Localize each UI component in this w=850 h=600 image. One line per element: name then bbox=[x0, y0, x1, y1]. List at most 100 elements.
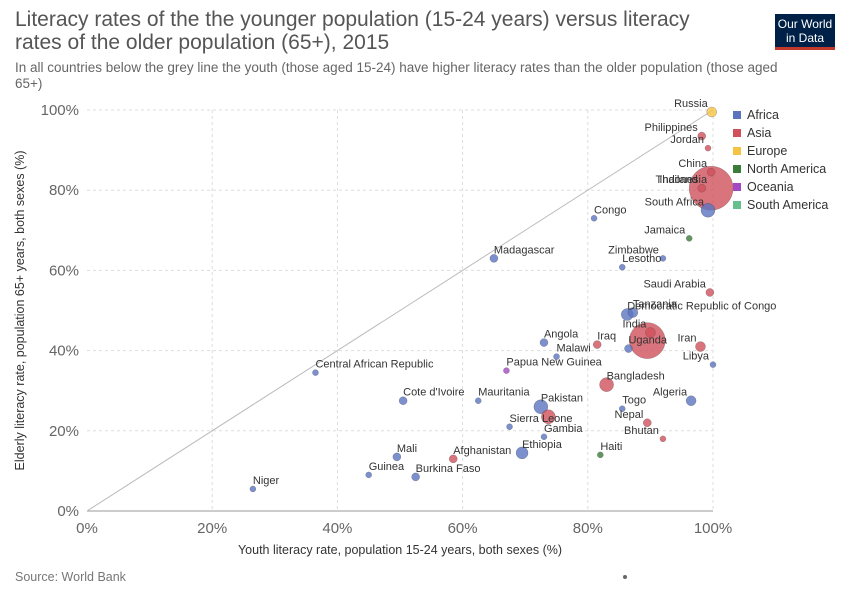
data-point bbox=[503, 367, 510, 374]
owid-logo[interactable]: Our World in Data bbox=[775, 14, 835, 50]
point-label: Lesotho bbox=[622, 253, 661, 265]
data-point bbox=[392, 452, 402, 462]
legend-swatch bbox=[733, 183, 741, 191]
point-label: Papua New Guinea bbox=[506, 357, 602, 369]
data-point bbox=[695, 341, 706, 352]
data-points bbox=[249, 106, 734, 493]
data-point bbox=[704, 144, 712, 152]
point-label: Iran bbox=[678, 333, 697, 345]
point-label: Philippines bbox=[645, 122, 699, 134]
point-label: China bbox=[678, 158, 708, 170]
point-label: Bhutan bbox=[624, 425, 659, 437]
legend-swatch bbox=[733, 129, 741, 137]
point-label: Jordan bbox=[670, 134, 704, 146]
data-point bbox=[705, 288, 715, 297]
point-label: Nepal bbox=[615, 409, 644, 421]
point-label: Thailand bbox=[656, 174, 698, 186]
data-point bbox=[627, 307, 639, 318]
legend-item[interactable]: Europe bbox=[747, 144, 787, 158]
legend-swatch bbox=[733, 111, 741, 119]
x-tick-label: 60% bbox=[448, 520, 478, 537]
point-label: Indonesia bbox=[659, 174, 708, 186]
point-label: India bbox=[623, 319, 648, 331]
logo-line-2: in Data bbox=[785, 31, 825, 45]
point-label: Uganda bbox=[628, 335, 667, 347]
point-label: Bangladesh bbox=[607, 371, 665, 383]
x-tick-label: 80% bbox=[573, 520, 603, 537]
y-tick-label: 0% bbox=[57, 503, 79, 520]
x-axis-label: Youth literacy rate, population 15-24 ye… bbox=[238, 543, 562, 557]
point-label: Haiti bbox=[600, 441, 622, 453]
data-point bbox=[592, 340, 602, 349]
data-point bbox=[619, 263, 626, 271]
point-label: Malawi bbox=[557, 343, 591, 355]
data-point bbox=[597, 451, 604, 459]
footer-dot bbox=[623, 575, 627, 579]
legend-item[interactable]: North America bbox=[747, 162, 826, 176]
legend-item[interactable]: Asia bbox=[747, 126, 771, 140]
legend-item[interactable]: Africa bbox=[747, 108, 779, 122]
data-point bbox=[686, 235, 693, 242]
x-tick-label: 20% bbox=[197, 520, 227, 537]
data-point bbox=[706, 167, 716, 177]
point-label: Ethiopia bbox=[522, 439, 563, 451]
data-point bbox=[541, 409, 556, 424]
y-tick-label: 80% bbox=[49, 182, 79, 199]
point-label: Libya bbox=[683, 351, 710, 363]
data-point bbox=[553, 353, 560, 360]
data-point bbox=[540, 433, 548, 441]
legend[interactable]: Africa Asia Europe North America Oceania Sout… bbox=[733, 108, 828, 212]
data-point bbox=[539, 338, 549, 347]
point-label: Togo bbox=[622, 395, 646, 407]
data-point bbox=[449, 454, 458, 464]
chart-title: Literacy rates of the the younger popula… bbox=[15, 8, 690, 54]
data-point bbox=[659, 255, 667, 262]
data-point bbox=[700, 203, 716, 218]
legend-item[interactable]: Oceania bbox=[747, 180, 794, 194]
x-tick-label: 100% bbox=[694, 520, 732, 537]
data-point bbox=[365, 471, 372, 479]
grid bbox=[87, 109, 714, 512]
data-point bbox=[506, 423, 513, 430]
data-point bbox=[489, 254, 499, 263]
logo-line-1: Our World bbox=[777, 17, 833, 31]
data-point bbox=[697, 131, 706, 141]
legend-swatch bbox=[733, 165, 741, 173]
data-point bbox=[398, 396, 408, 405]
y-tick-label: 40% bbox=[49, 343, 79, 360]
data-point bbox=[645, 327, 656, 338]
point-label: Mali bbox=[397, 443, 417, 455]
data-point bbox=[475, 397, 482, 404]
point-label: Zimbabwe bbox=[608, 244, 659, 256]
point-label: Jamaica bbox=[644, 224, 686, 236]
point-label: Madagascar bbox=[494, 244, 555, 256]
reference-line bbox=[86, 109, 714, 512]
point-label: Guinea bbox=[369, 461, 405, 473]
point-label: Saudi Arabia bbox=[643, 278, 706, 290]
y-tick-label: 20% bbox=[49, 423, 79, 440]
point-label: Central African Republic bbox=[315, 359, 434, 371]
y-axis-label: Elderly literacy rate, population 65+ ye… bbox=[13, 151, 27, 471]
point-label: Pakistan bbox=[541, 393, 583, 405]
point-label: Gambia bbox=[544, 423, 583, 435]
data-point bbox=[533, 399, 549, 414]
data-point bbox=[706, 106, 717, 118]
point-label: Afghanistan bbox=[453, 445, 511, 457]
data-point bbox=[312, 369, 319, 376]
axis-ticks: 0%0% 20% 20% 40% 40% 60% 60% 80% 80% 100% 100% bbox=[41, 102, 733, 537]
x-tick-label: 0% bbox=[76, 520, 98, 537]
data-point bbox=[619, 405, 626, 412]
data-point bbox=[590, 215, 598, 222]
legend-item[interactable]: South America bbox=[747, 198, 828, 212]
point-label: Sierra Leone bbox=[510, 413, 573, 425]
point-label: Democratic Republic of Congo bbox=[627, 301, 776, 313]
point-label: Cote d'Ivoire bbox=[403, 387, 464, 399]
data-point bbox=[411, 472, 420, 482]
data-point bbox=[697, 183, 706, 193]
point-label: Niger bbox=[253, 475, 280, 487]
data-point bbox=[629, 322, 666, 359]
data-point bbox=[709, 361, 717, 368]
y-tick-label: 100% bbox=[41, 102, 79, 119]
